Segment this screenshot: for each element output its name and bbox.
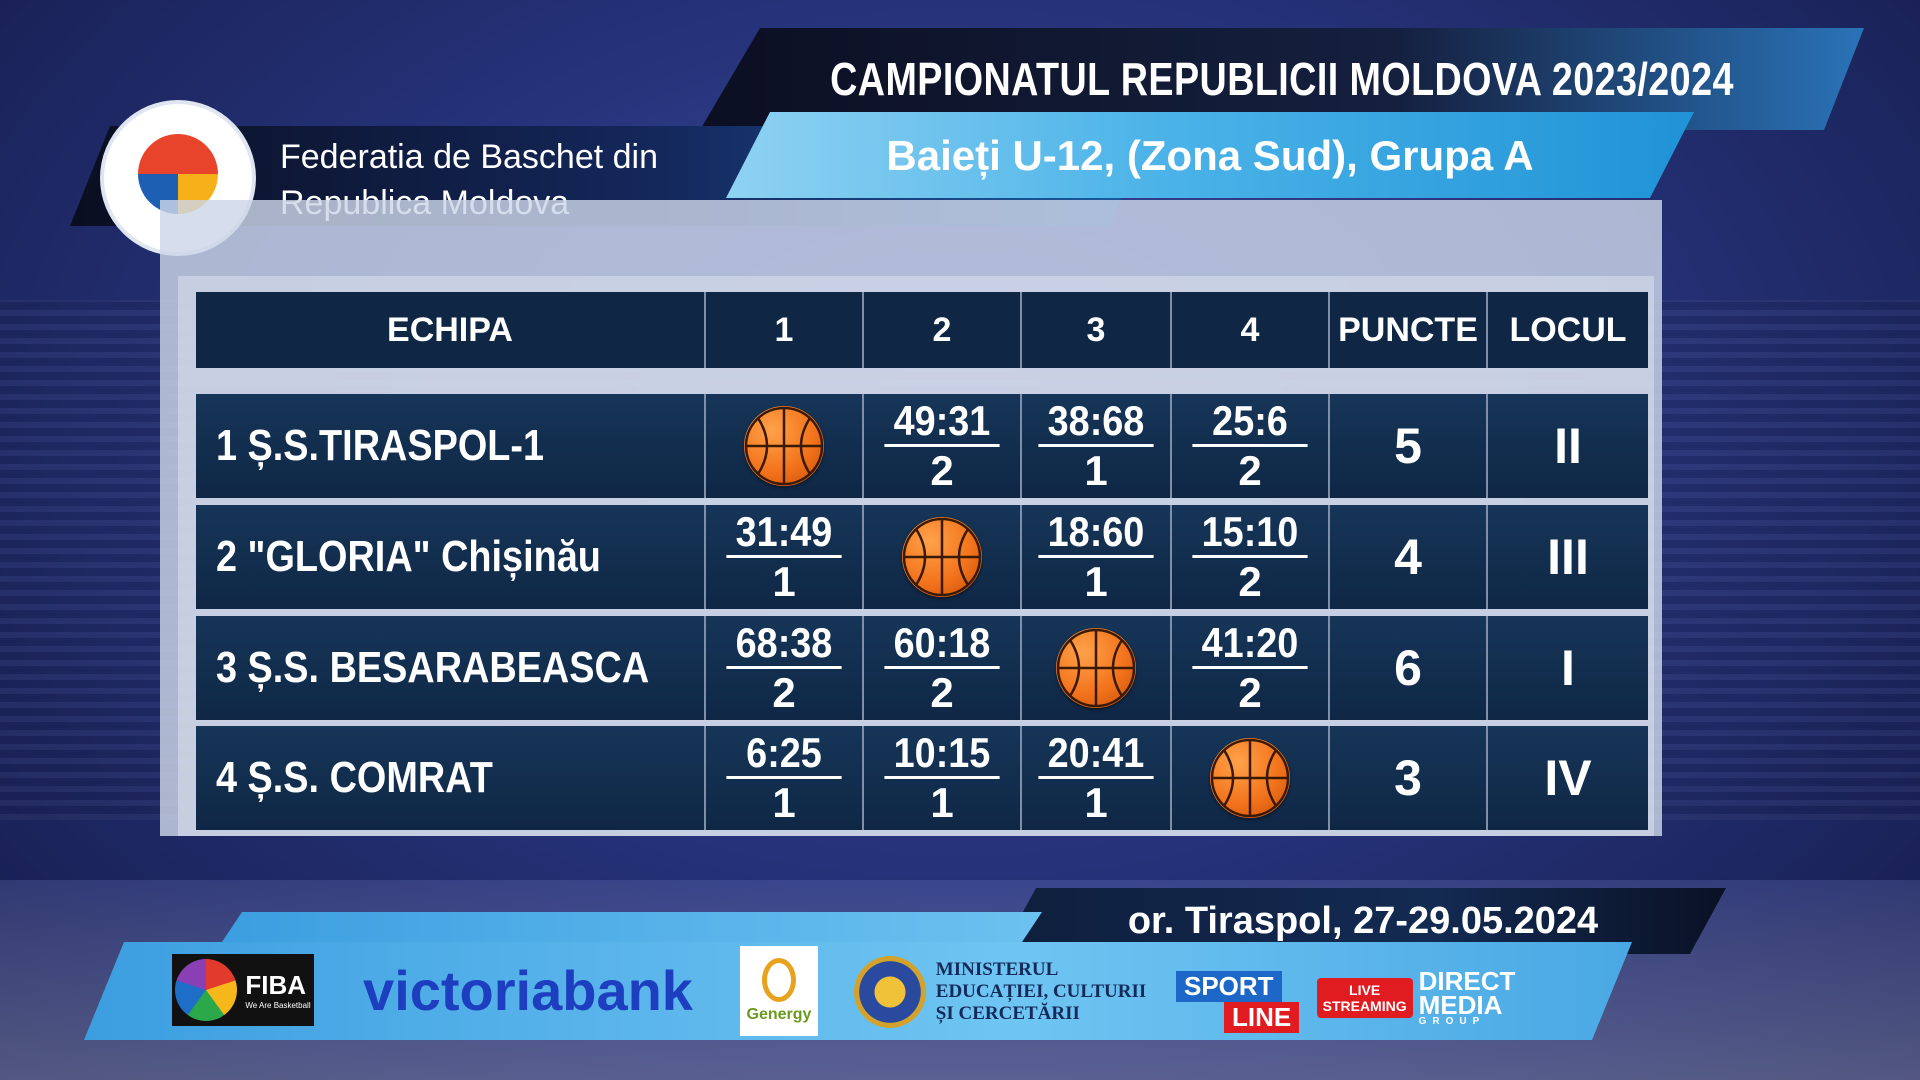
ministry-logo: MINISTERUL EDUCAȚIEI, CULTURII ȘI CERCET… <box>850 950 1150 1034</box>
header-team: ECHIPA <box>196 292 706 368</box>
fiba-text: FIBA <box>245 970 307 1000</box>
ministry-emblem-icon <box>853 956 926 1028</box>
sport-line-text-a: SPORT <box>1176 971 1282 1002</box>
basketball-icon <box>744 406 824 486</box>
ministry-line-2: EDUCAȚIEI, CULTURII <box>935 981 1147 1002</box>
header-col-3: 3 <box>1022 292 1172 368</box>
header-col-2: 2 <box>864 292 1022 368</box>
match-result-cell: 20:41 1 <box>1022 726 1172 830</box>
team-name-cell: 2 "GLORIA" Chișinău <box>196 505 706 609</box>
group-subtitle: Baieți U-12, (Zona Sud), Grupa A <box>886 132 1534 179</box>
self-match-cell <box>1172 726 1330 830</box>
self-match-cell <box>706 394 864 498</box>
match-result-cell: 31:49 1 <box>706 505 864 609</box>
table-row: 3 Ș.S. BESARABEASCA 68:38 2 60:18 2 41:20 2 6 I <box>196 616 1648 720</box>
location-date: or. Tiraspol, 27-29.05.2024 <box>1127 900 1599 942</box>
final-place: II <box>1554 418 1582 474</box>
match-points: 2 <box>930 446 954 494</box>
match-score: 60:18 <box>884 619 1000 669</box>
match-points: 2 <box>930 668 954 716</box>
fiba-logo: FIBA We Are Basketball <box>172 954 314 1026</box>
genergy-bulb-icon <box>762 958 796 1002</box>
table-row: 1 Ș.S.TIRASPOL-1 49:31 2 38:68 1 25:6 2 5 II <box>196 394 1648 498</box>
team-name-cell: 4 Ș.S. COMRAT <box>196 726 706 830</box>
victoriabank-logo: victoriabank <box>363 958 693 1022</box>
direct-media-text-3: GROUP <box>1418 1016 1486 1027</box>
match-result-cell: 15:10 2 <box>1172 505 1330 609</box>
basketball-icon <box>902 517 982 597</box>
total-points: 5 <box>1330 394 1488 498</box>
direct-media-text-1: DIRECT <box>1418 966 1516 996</box>
table-header-row: ECHIPA 1 2 3 4 PUNCTE LOCUL <box>196 292 1648 368</box>
basketball-icon <box>1210 738 1290 818</box>
match-score: 15:10 <box>1192 508 1308 558</box>
self-match-cell <box>864 505 1022 609</box>
federation-line-1: Federatia de Baschet din <box>280 138 659 176</box>
sport-line-text-b: LINE <box>1224 1002 1300 1033</box>
match-result-cell: 60:18 2 <box>864 616 1022 720</box>
match-points: 1 <box>1084 557 1108 605</box>
match-score: 68:38 <box>726 619 842 669</box>
total-points: 3 <box>1330 726 1488 830</box>
match-points: 1 <box>1084 778 1108 826</box>
self-match-cell <box>1022 616 1172 720</box>
final-place: I <box>1561 640 1575 696</box>
team-name: 3 Ș.S. BESARABEASCA <box>216 643 650 692</box>
total-points: 4 <box>1330 505 1488 609</box>
header-col-4: 4 <box>1172 292 1330 368</box>
total-points: 6 <box>1330 616 1488 720</box>
match-result-cell: 10:15 1 <box>864 726 1022 830</box>
match-result-cell: 6:25 1 <box>706 726 864 830</box>
team-name: 4 Ș.S. COMRAT <box>216 753 493 802</box>
match-result-cell: 25:6 2 <box>1172 394 1330 498</box>
header-points: PUNCTE <box>1330 292 1488 368</box>
match-result-cell: 41:20 2 <box>1172 616 1330 720</box>
ministry-line-3: ȘI CERCETĂRII <box>935 1003 1080 1024</box>
header-col-1: 1 <box>706 292 864 368</box>
header-place: LOCUL <box>1509 310 1627 349</box>
genergy-logo: Genergy <box>740 946 818 1036</box>
match-points: 2 <box>772 668 796 716</box>
match-result-cell: 68:38 2 <box>706 616 864 720</box>
championship-title: CAMPIONATUL REPUBLICII MOLDOVA 2023/2024 <box>830 53 1734 105</box>
team-name: 1 Ș.S.TIRASPOL-1 <box>216 421 545 470</box>
match-score: 41:20 <box>1192 619 1308 669</box>
match-score: 6:25 <box>726 729 842 779</box>
match-points: 2 <box>1238 446 1262 494</box>
table-row: 2 "GLORIA" Chișinău 31:49 1 18:60 1 15:10 2 4 II… <box>196 505 1648 609</box>
match-points: 2 <box>1238 668 1262 716</box>
team-name-cell: 1 Ș.S.TIRASPOL-1 <box>196 394 706 498</box>
match-result-cell: 49:31 2 <box>864 394 1022 498</box>
match-points: 1 <box>1084 446 1108 494</box>
match-points: 1 <box>772 778 796 826</box>
live-streaming-badge: LIVE STREAMING <box>1316 978 1413 1018</box>
match-points: 2 <box>1238 557 1262 605</box>
match-score: 25:6 <box>1192 397 1308 447</box>
genergy-text: Genergy <box>746 1006 812 1023</box>
match-points: 1 <box>930 778 954 826</box>
final-place: III <box>1547 529 1589 585</box>
fiba-globe-icon <box>175 959 238 1021</box>
ministry-line-1: MINISTERUL <box>935 959 1059 980</box>
subtitle-banner: Baieți U-12, (Zona Sud), Grupa A <box>726 112 1694 198</box>
match-score: 20:41 <box>1038 729 1154 779</box>
match-result-cell: 38:68 1 <box>1022 394 1172 498</box>
final-place: IV <box>1544 750 1592 806</box>
direct-media-text-2: MEDIA <box>1418 990 1503 1020</box>
match-score: 10:15 <box>884 729 1000 779</box>
match-result-cell: 18:60 1 <box>1022 505 1172 609</box>
footer-accent-band <box>222 912 1042 942</box>
team-name-cell: 3 Ș.S. BESARABEASCA <box>196 616 706 720</box>
match-score: 38:68 <box>1038 397 1154 447</box>
match-points: 1 <box>772 557 796 605</box>
sport-line-logo: SPORT LINE <box>1176 970 1302 1034</box>
fiba-tagline: We Are Basketball <box>245 1001 311 1010</box>
match-score: 49:31 <box>884 397 1000 447</box>
match-score: 31:49 <box>726 508 842 558</box>
basketball-icon <box>1056 628 1136 708</box>
direct-media-logo: LIVE STREAMING DIRECT MEDIA GROUP <box>1316 966 1516 1030</box>
match-score: 18:60 <box>1038 508 1154 558</box>
table-row: 4 Ș.S. COMRAT 6:25 1 10:15 1 20:41 1 3 IV <box>196 726 1648 830</box>
team-name: 2 "GLORIA" Chișinău <box>216 532 601 581</box>
